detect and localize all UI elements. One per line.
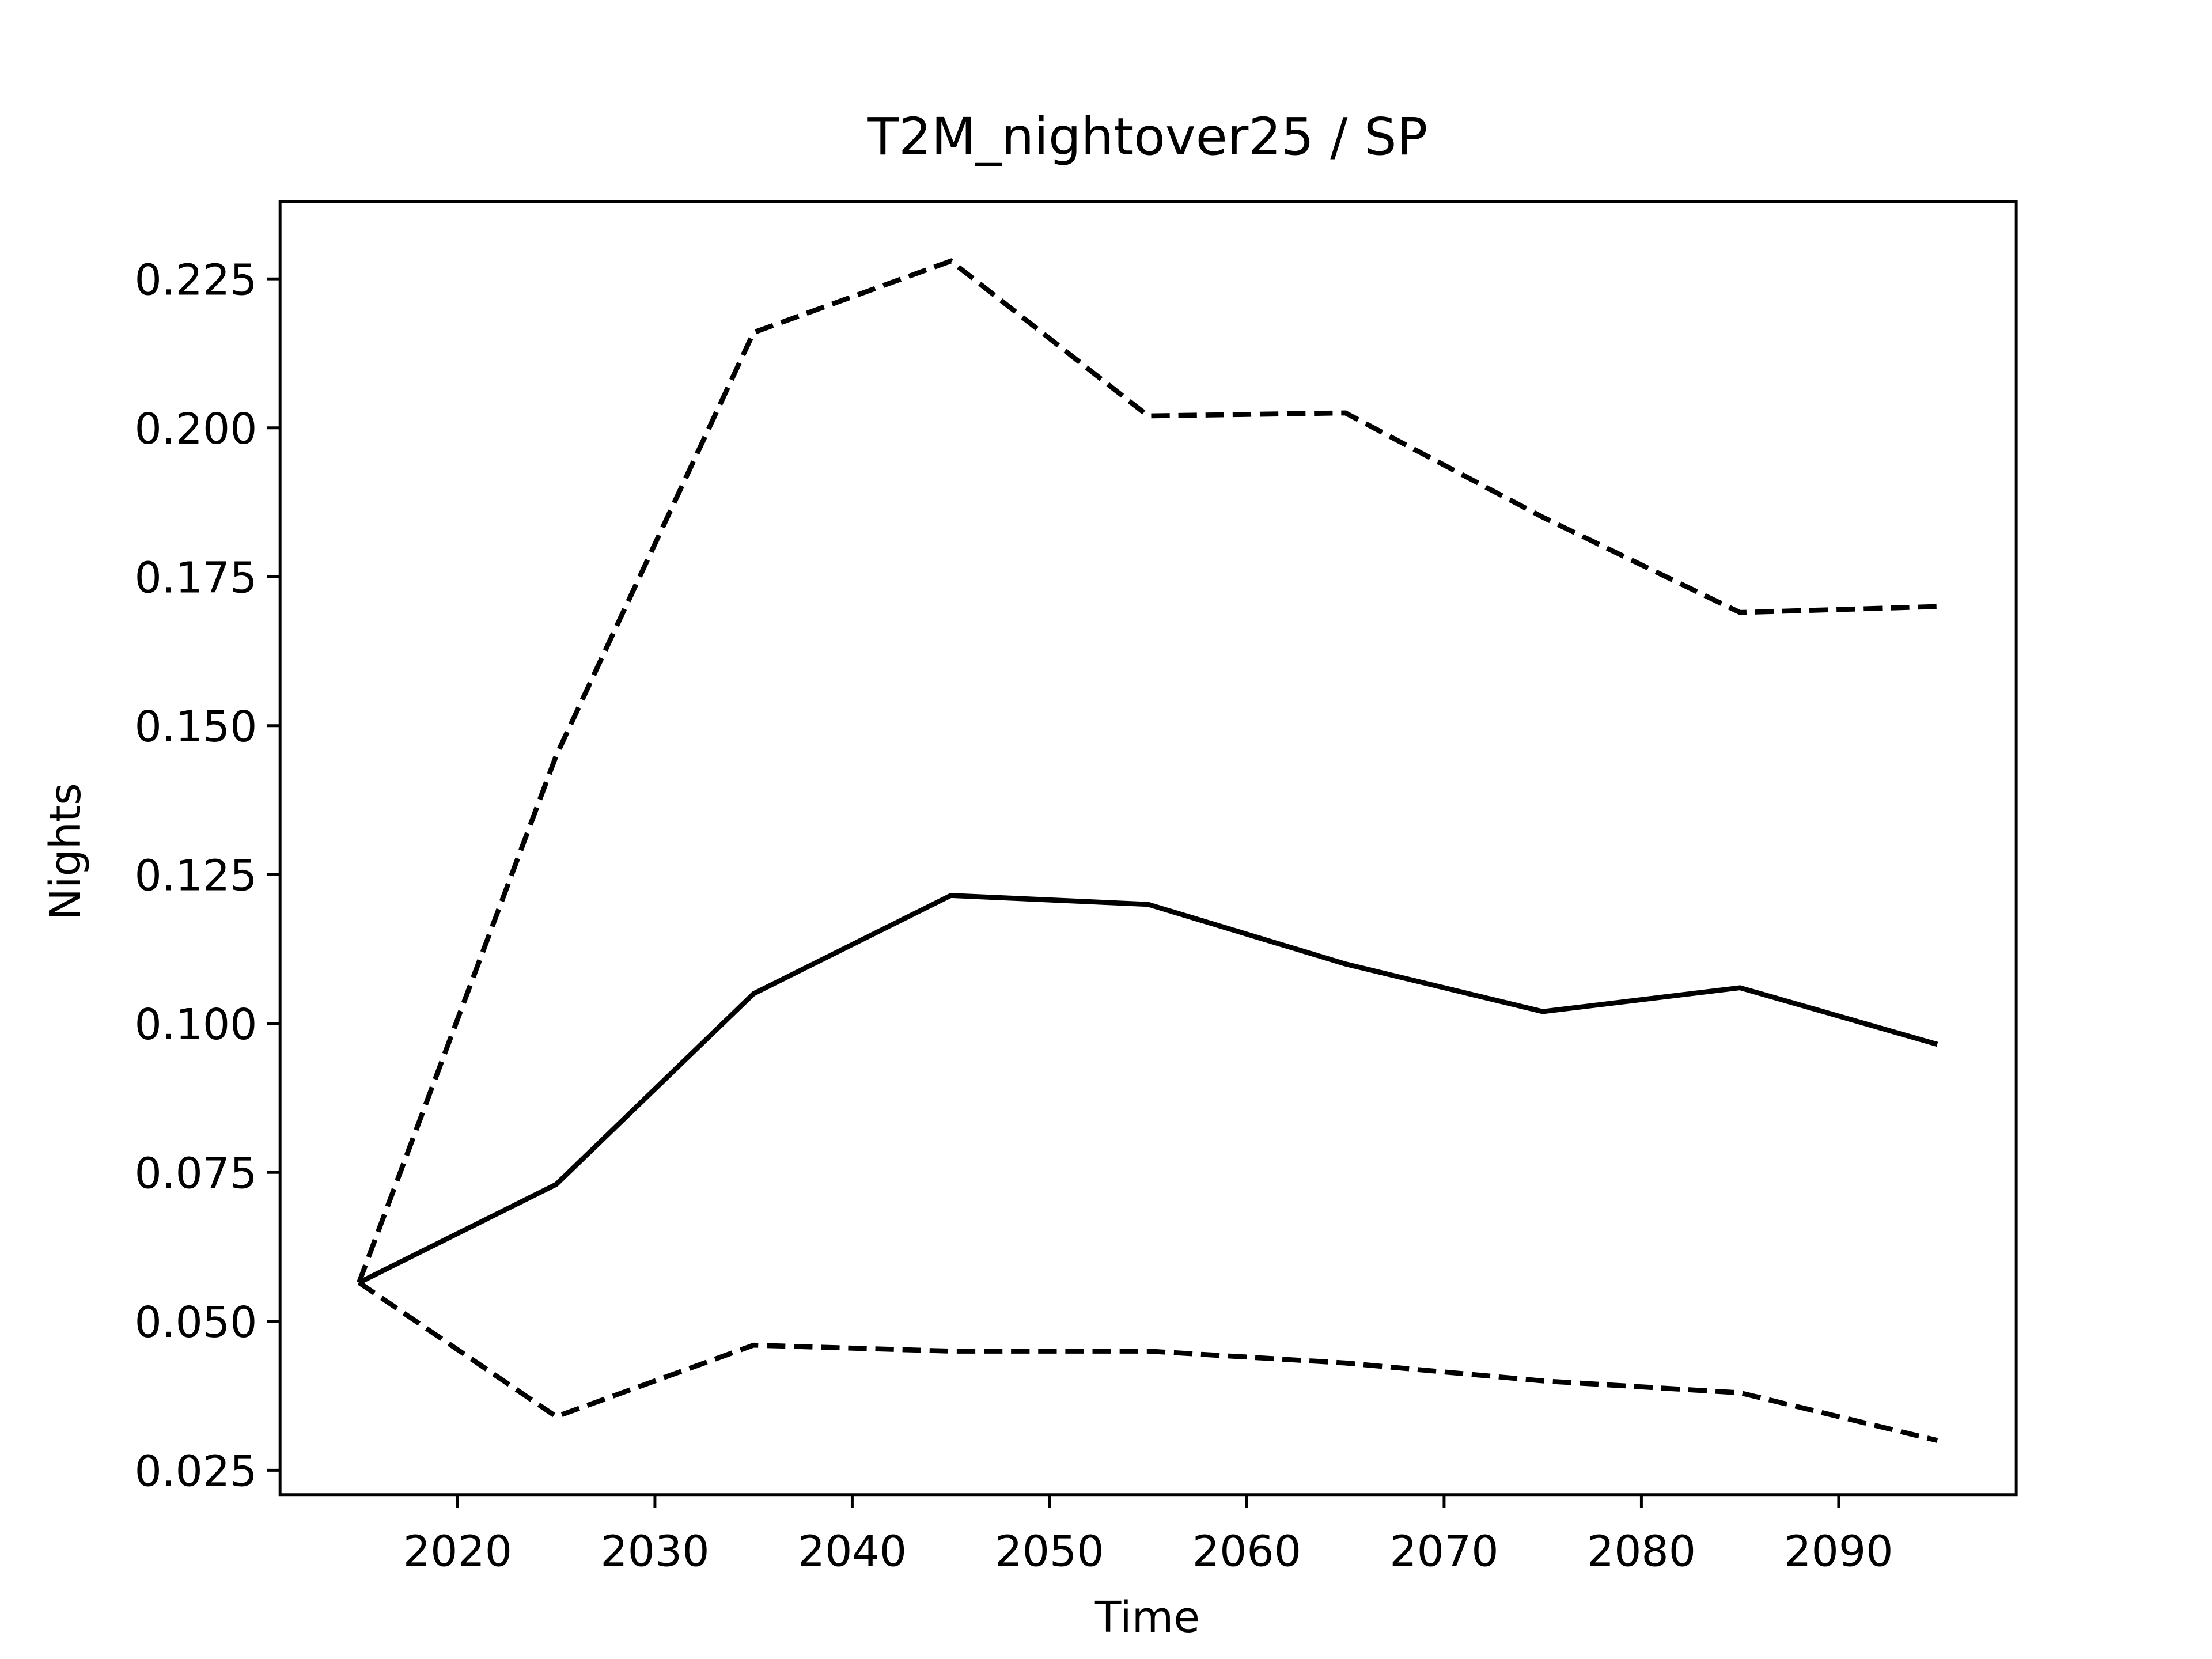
line-series bbox=[357, 258, 1938, 1284]
y-tick-label: 0.200 bbox=[134, 404, 257, 454]
x-tick-label: 2050 bbox=[995, 1527, 1104, 1577]
y-tick-label: 0.100 bbox=[134, 999, 257, 1050]
y-tick-label: 0.075 bbox=[134, 1149, 257, 1199]
x-tick-label: 2060 bbox=[1192, 1527, 1301, 1577]
line-series bbox=[358, 893, 1938, 1285]
y-tick-label: 0.125 bbox=[134, 851, 257, 901]
y-tick-label: 0.175 bbox=[134, 553, 257, 603]
x-tick-label: 2040 bbox=[798, 1527, 907, 1577]
x-tick-label: 2070 bbox=[1389, 1527, 1498, 1577]
plot-frame bbox=[278, 200, 2018, 1497]
x-axis-label: Time bbox=[1094, 1592, 1200, 1642]
x-tick-label: 2020 bbox=[403, 1527, 512, 1577]
y-tick-label: 0.150 bbox=[134, 702, 257, 752]
y-tick-label: 0.225 bbox=[134, 255, 257, 305]
x-tick-label: 2080 bbox=[1587, 1527, 1696, 1577]
x-tick-label: 2030 bbox=[600, 1527, 709, 1577]
y-axis-label: Nights bbox=[40, 783, 90, 921]
x-tick-label: 2090 bbox=[1784, 1527, 1893, 1577]
line-series bbox=[357, 1281, 1938, 1443]
y-tick-label: 0.050 bbox=[134, 1297, 257, 1347]
y-tick-label: 0.025 bbox=[134, 1446, 257, 1497]
chart-title: T2M_nightover25 / SP bbox=[866, 107, 1427, 167]
